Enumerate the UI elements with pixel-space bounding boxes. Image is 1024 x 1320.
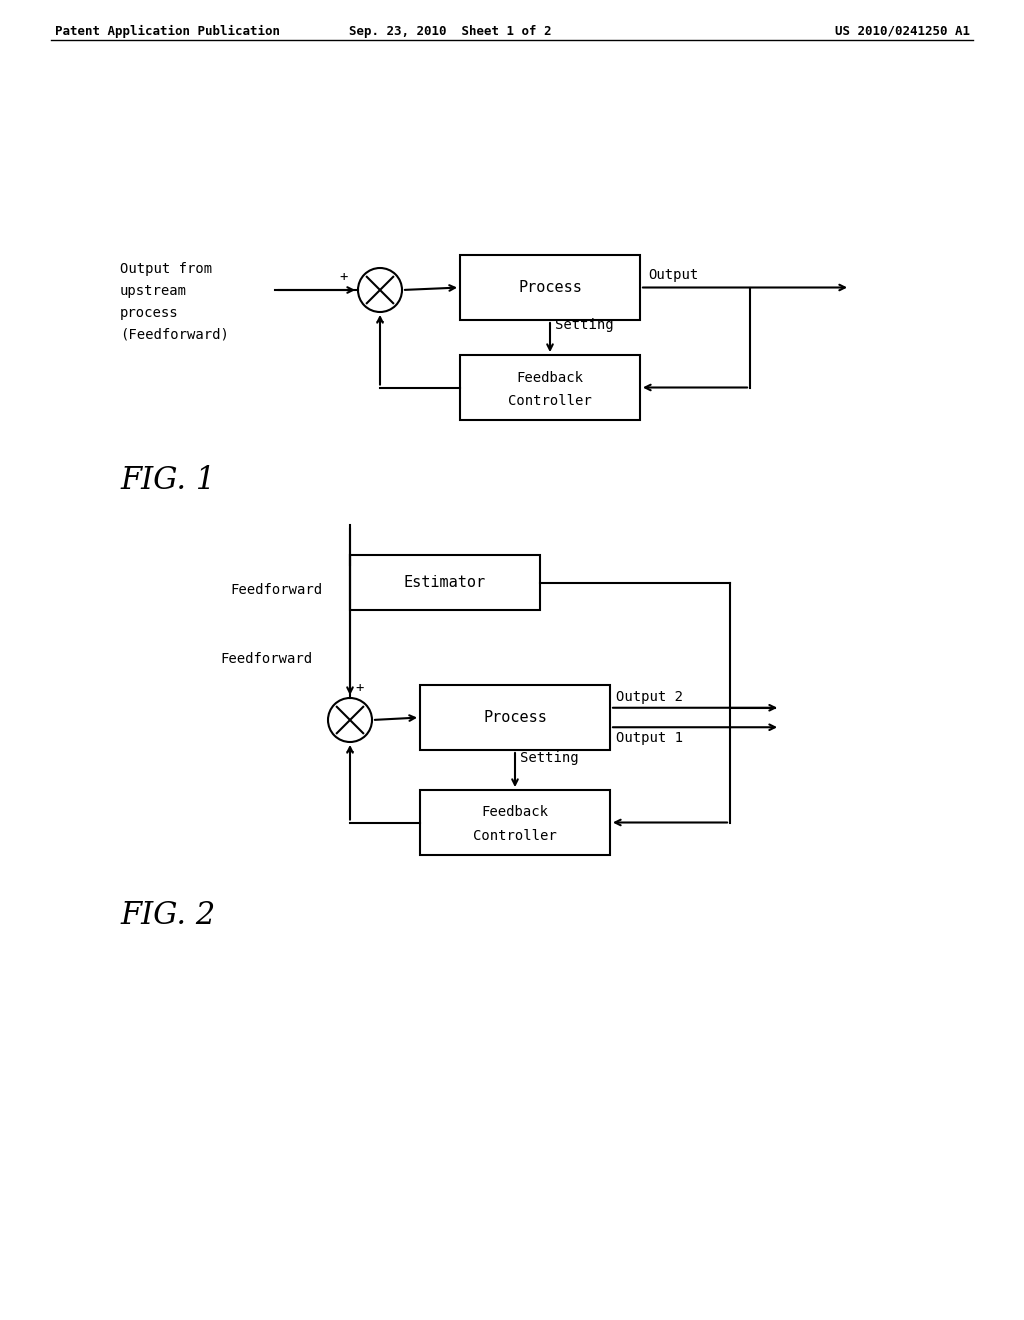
Text: +: + [345,744,353,759]
Text: +: + [375,315,383,329]
Text: Sep. 23, 2010  Sheet 1 of 2: Sep. 23, 2010 Sheet 1 of 2 [349,25,551,38]
Text: Output 2: Output 2 [616,690,683,704]
Text: +: + [340,271,348,284]
FancyBboxPatch shape [460,255,640,319]
FancyBboxPatch shape [460,355,640,420]
Text: Estimator: Estimator [403,576,486,590]
Text: US 2010/0241250 A1: US 2010/0241250 A1 [835,25,970,38]
FancyBboxPatch shape [420,789,610,855]
Text: Output: Output [648,268,698,281]
Text: Feedforward: Feedforward [230,583,323,597]
Text: Feedforward: Feedforward [220,652,312,667]
FancyBboxPatch shape [420,685,610,750]
Text: Output from: Output from [120,261,212,276]
Text: Process: Process [518,280,582,294]
Text: FIG. 1: FIG. 1 [120,465,215,496]
Text: Controller: Controller [508,393,592,408]
FancyBboxPatch shape [350,554,540,610]
Text: Setting: Setting [520,751,579,766]
Text: Controller: Controller [473,829,557,842]
Text: Feedback: Feedback [516,371,584,384]
Text: +: + [355,681,364,696]
Text: (Feedforward): (Feedforward) [120,327,229,342]
Text: Feedback: Feedback [481,805,549,820]
Text: process: process [120,306,178,319]
Text: Setting: Setting [555,318,613,333]
Text: upstream: upstream [120,284,187,298]
Text: Process: Process [483,710,547,725]
Text: Output 1: Output 1 [616,731,683,746]
Text: Patent Application Publication: Patent Application Publication [55,25,280,38]
Text: FIG. 2: FIG. 2 [120,900,215,931]
